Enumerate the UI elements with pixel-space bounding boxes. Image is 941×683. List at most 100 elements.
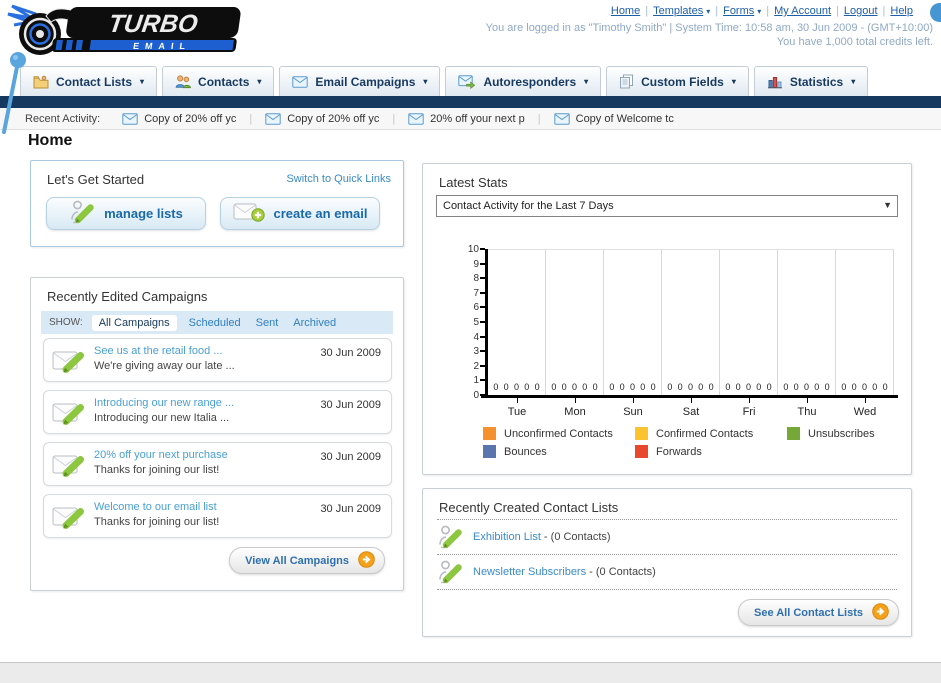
activity-item-label: Copy of Welcome tc <box>575 112 674 125</box>
campaign-card: 20% off your next purchase Thanks for joi… <box>43 442 392 486</box>
tab-label: Contact Lists <box>56 74 133 89</box>
tab-autoresponders[interactable]: Autoresponders ▾ <box>445 66 602 96</box>
legend-swatch <box>635 445 648 458</box>
y-axis-label: 9 <box>473 258 479 270</box>
bar-value-label: 0 <box>582 382 588 392</box>
nav-link-forms[interactable]: Forms <box>723 5 755 17</box>
tab-email-campaigns[interactable]: Email Campaigns ▾ <box>279 66 441 96</box>
y-axis <box>485 249 488 398</box>
filter-all-campaigns[interactable]: All Campaigns <box>91 314 177 331</box>
bar-value-label: 0 <box>793 382 799 392</box>
nav-link-help[interactable]: Help <box>890 5 913 17</box>
filter-scheduled[interactable]: Scheduled <box>188 316 241 329</box>
tab-contacts[interactable]: Contacts ▾ <box>162 66 275 96</box>
y-axis-tick <box>480 262 485 265</box>
contact-list-text: Newsletter Subscribers - (0 Contacts) <box>473 566 656 578</box>
nav-separator: | <box>715 5 719 17</box>
y-axis-label: 1 <box>473 375 479 387</box>
chart-legend: Unconfirmed Contacts Confirmed Contacts Un… <box>483 427 941 458</box>
campaign-subtitle: Thanks for joining our list! <box>94 464 220 476</box>
recent-activity-item[interactable]: Copy of 20% off yc <box>122 113 236 125</box>
envelope-plus-icon <box>233 200 265 227</box>
bar-value-label: 0 <box>756 382 762 392</box>
pin-decoration <box>2 52 26 134</box>
tab-custom-fields[interactable]: Custom Fields ▾ <box>606 66 749 96</box>
campaign-date: 30 Jun 2009 <box>320 451 381 463</box>
x-axis-label: Sat <box>682 406 700 418</box>
recent-activity-item[interactable]: Copy of 20% off yc <box>265 113 379 125</box>
x-axis <box>481 395 898 398</box>
logo-title: TURBO <box>107 10 200 38</box>
stats-period-value: Contact Activity for the Last 7 Days <box>443 200 614 212</box>
bar-value-label: 0 <box>861 382 867 392</box>
legend-swatch <box>483 427 496 440</box>
switch-quick-links[interactable]: Switch to Quick Links <box>286 173 391 185</box>
campaign-title-link[interactable]: Welcome to our email list <box>94 501 217 513</box>
get-started-panel: Let's Get Started Switch to Quick Links … <box>30 160 404 247</box>
x-axis-tick <box>865 398 866 403</box>
bar-value-label: 0 <box>814 382 820 392</box>
x-axis-tick <box>633 398 634 403</box>
see-all-contact-lists-button[interactable]: See All Contact Lists <box>737 599 899 626</box>
bar-value-label: 0 <box>708 382 714 392</box>
bar-value-label: 0 <box>619 382 625 392</box>
campaign-title-link[interactable]: Introducing our new range ... <box>94 397 235 409</box>
campaign-title-link[interactable]: 20% off your next purchase <box>94 449 228 461</box>
envelope-icon <box>553 112 570 125</box>
campaign-date: 30 Jun 2009 <box>320 399 381 411</box>
get-started-buttons: manage lists create an email <box>46 197 380 230</box>
legend-item: Confirmed Contacts <box>635 427 787 440</box>
person-pencil-icon <box>437 524 463 550</box>
nav-link-templates[interactable]: Templates <box>653 5 704 17</box>
filter-sent[interactable]: Sent <box>255 316 279 329</box>
nav-link-home[interactable]: Home <box>610 5 641 17</box>
nav-link-my-account[interactable]: My Account <box>774 5 831 17</box>
bar-value-label: 0 <box>851 382 857 392</box>
x-axis-tick <box>749 398 750 403</box>
legend-item: Bounces <box>483 445 635 458</box>
bar-value-label: 0 <box>609 382 615 392</box>
tab-label: Email Campaigns <box>315 74 416 89</box>
nav-separator: | <box>766 5 770 17</box>
latest-stats-panel: Latest Stats Contact Activity for the La… <box>422 163 912 475</box>
legend-swatch <box>787 427 800 440</box>
y-axis-tick <box>480 291 485 294</box>
x-axis-tick <box>575 398 576 403</box>
recent-activity-item[interactable]: 20% off your next p <box>408 113 525 125</box>
y-axis-tick <box>480 394 485 396</box>
help-bubble-icon[interactable] <box>930 3 941 22</box>
contact-list-link[interactable]: Newsletter Subscribers <box>473 566 587 578</box>
envelope-icon <box>122 112 138 125</box>
folder-icon <box>33 75 49 89</box>
manage-lists-label: manage lists <box>104 206 183 221</box>
bar-chart-icon <box>767 74 783 89</box>
tab-contact-lists[interactable]: Contact Lists ▾ <box>20 66 158 96</box>
legend-label: Unsubscribes <box>808 427 875 440</box>
nav-link-logout[interactable]: Logout <box>843 5 878 17</box>
campaign-filters: All Campaigns Scheduled Sent Archived <box>91 314 351 331</box>
tab-statistics[interactable]: Statistics ▾ <box>753 66 869 96</box>
contact-list-link[interactable]: Exhibition List <box>473 531 541 543</box>
legend-label: Confirmed Contacts <box>656 427 754 440</box>
campaign-title-link[interactable]: See us at the retail food ... <box>94 345 223 357</box>
tab-label: Custom Fields <box>641 74 724 89</box>
filter-archived[interactable]: Archived <box>293 316 337 329</box>
activity-separator: | <box>537 112 541 125</box>
caret-down-icon: ▾ <box>731 77 736 86</box>
y-axis-label: 4 <box>473 331 479 343</box>
y-axis-label: 8 <box>473 273 479 285</box>
y-axis-label: 0 <box>473 390 479 401</box>
view-all-campaigns-button[interactable]: View All Campaigns <box>229 547 385 574</box>
stats-period-select[interactable]: Contact Activity for the Last 7 Days ▼ <box>436 195 898 217</box>
manage-lists-button[interactable]: manage lists <box>46 197 206 230</box>
recent-activity-item[interactable]: Copy of Welcome tc <box>553 112 674 125</box>
contact-list-detail: - (0 Contacts) <box>586 566 656 578</box>
create-email-button[interactable]: create an email <box>220 197 380 230</box>
bar-value-label: 0 <box>687 382 693 392</box>
see-all-contact-lists-label: See All Contact Lists <box>753 606 863 619</box>
caret-down-icon: ▾ <box>140 77 145 86</box>
